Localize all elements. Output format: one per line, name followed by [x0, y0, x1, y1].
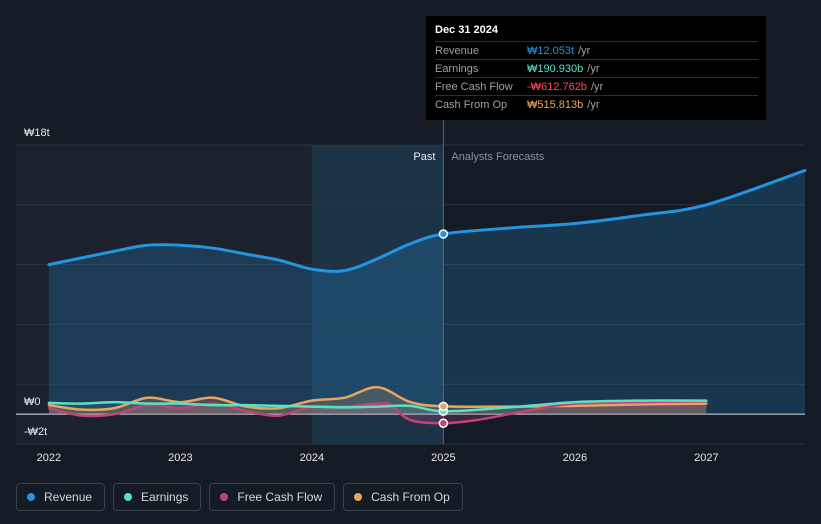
tooltip-unit: /yr — [578, 44, 591, 57]
marker-cash-from-op — [438, 401, 449, 412]
legend-item-earnings[interactable]: Earnings — [113, 483, 202, 511]
y-tick-label: ₩0 — [24, 396, 41, 408]
chart-legend: Revenue Earnings Free Cash Flow Cash Fro… — [16, 483, 463, 511]
tooltip-unit: /yr — [587, 62, 600, 75]
tooltip-label: Cash From Op — [435, 98, 508, 111]
series-line-free-cash-flow — [47, 400, 708, 425]
marker-free-cash-flow — [438, 418, 449, 428]
tooltip-date: Dec 31 2024 — [435, 24, 498, 36]
tooltip-value: ₩515.813b — [527, 98, 584, 111]
tooltip-unit: /yr — [587, 98, 600, 111]
tooltip-row-earnings: Earnings ₩190.930b /yr — [435, 59, 758, 77]
tooltip-row-free-cash-flow: Free Cash Flow -₩612.762b /yr — [435, 77, 758, 95]
tooltip-value: -₩612.762b — [527, 80, 587, 93]
tooltip-row-cash-from-op: Cash From Op ₩515.813b /yr — [435, 95, 758, 113]
x-tick-label: 2023 — [168, 452, 192, 464]
y-tick-label: ₩18t — [24, 127, 50, 139]
revenue-dot-icon — [27, 493, 35, 501]
x-tick-label: 2026 — [563, 452, 587, 464]
x-tick-label: 2022 — [37, 452, 61, 464]
forecast-label: Analysts Forecasts — [451, 151, 544, 163]
tooltip-value: ₩12.053t — [527, 44, 575, 57]
x-tick-label: 2027 — [694, 452, 718, 464]
series-line-cash-from-op — [47, 385, 708, 412]
legend-label: Cash From Op — [371, 490, 450, 504]
hover-tooltip: Dec 31 2024 Revenue ₩12.053t /yr Earning… — [426, 16, 766, 120]
series-line-earnings — [47, 399, 708, 413]
y-tick-label: -₩2t — [24, 426, 47, 438]
tooltip-row-revenue: Revenue ₩12.053t /yr — [435, 41, 758, 59]
legend-label: Earnings — [141, 490, 189, 504]
tooltip-label: Earnings — [435, 62, 479, 75]
legend-item-cash-from-op[interactable]: Cash From Op — [343, 483, 463, 511]
earnings-dot-icon — [124, 493, 133, 501]
series-area-revenue — [48, 170, 805, 415]
tooltip-value: ₩190.930b — [527, 62, 584, 75]
highlight-region — [311, 145, 444, 444]
series-area-free-cash-flow — [48, 401, 707, 424]
legend-label: Free Cash Flow — [237, 490, 323, 504]
tooltip-unit: /yr — [590, 80, 604, 93]
free-cash-flow-dot-icon — [220, 493, 229, 501]
legend-item-free-cash-flow[interactable]: Free Cash Flow — [209, 483, 336, 511]
series-line-revenue — [47, 168, 807, 273]
legend-item-revenue[interactable]: Revenue — [16, 483, 106, 511]
legend-label: Revenue — [44, 490, 93, 504]
cash-from-op-dot-icon — [354, 493, 363, 501]
past-label: Past — [413, 151, 435, 163]
x-tick-label: 2024 — [300, 452, 324, 464]
tooltip-label: Free Cash Flow — [435, 80, 513, 93]
x-tick-label: 2025 — [431, 452, 455, 464]
marker-revenue — [438, 229, 449, 239]
tooltip-label: Revenue — [435, 44, 480, 57]
